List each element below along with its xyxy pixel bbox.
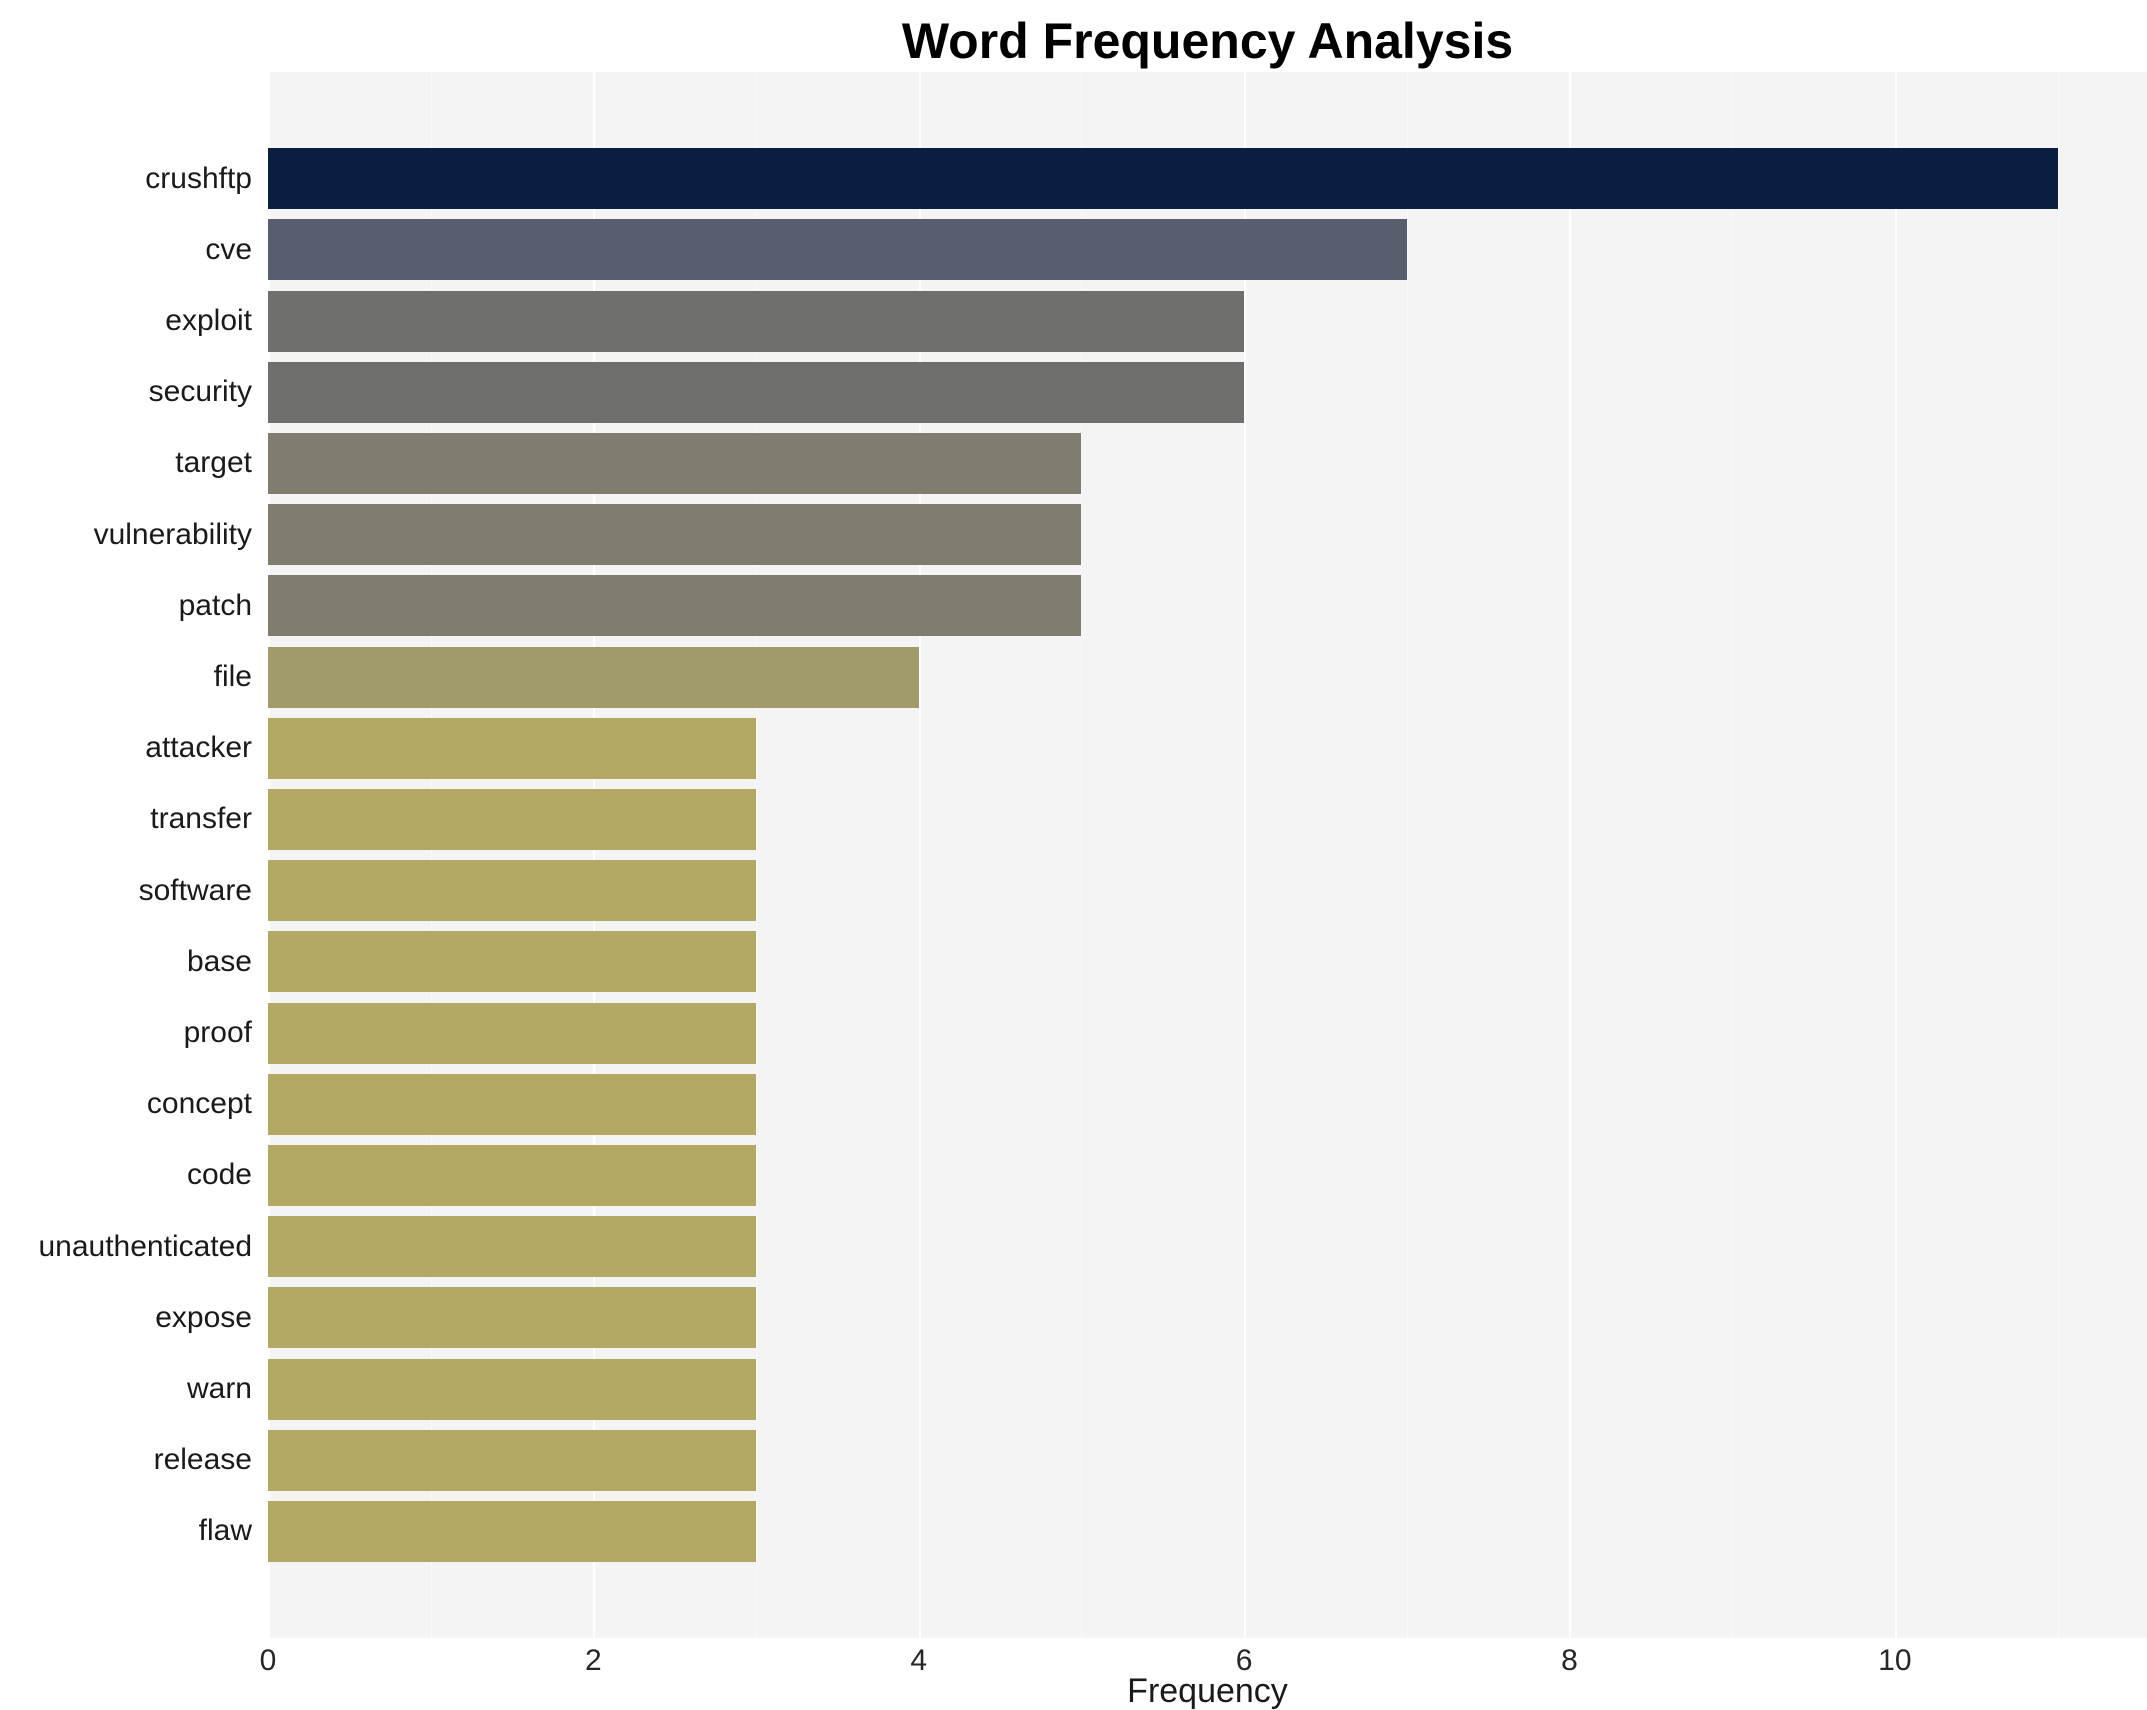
- bar-row: [268, 784, 2147, 855]
- x-tick-label-0: 0: [259, 1644, 277, 1677]
- bar-cve: [268, 219, 1407, 281]
- category-label-attacker: attacker: [145, 731, 252, 765]
- bar-row: [268, 357, 2147, 428]
- bar-row: [268, 1211, 2147, 1282]
- gridline-minor: [1732, 72, 1734, 1638]
- bar-code: [268, 1144, 757, 1206]
- bar-crushftp: [268, 148, 2058, 210]
- bar-proof: [268, 1002, 757, 1064]
- category-label-flaw: flaw: [198, 1514, 252, 1548]
- gridline-major: [1894, 72, 1897, 1638]
- bar-patch: [268, 575, 1082, 637]
- bar-row: [268, 1069, 2147, 1140]
- bar-software: [268, 860, 757, 922]
- gridline-minor: [1081, 72, 1083, 1638]
- bar-warn: [268, 1358, 757, 1420]
- x-tick-label-8: 8: [1561, 1644, 1578, 1677]
- gridline-minor: [756, 72, 758, 1638]
- category-label-software: software: [138, 873, 252, 907]
- bar-release: [268, 1429, 757, 1491]
- bar-row: [268, 285, 2147, 356]
- gridline-major: [1569, 72, 1572, 1638]
- bar-transfer: [268, 788, 757, 850]
- bar-row: [268, 855, 2147, 926]
- bar-row: [268, 1282, 2147, 1353]
- bar-row: [268, 1425, 2147, 1496]
- bar-row: [268, 641, 2147, 712]
- bar-expose: [268, 1287, 757, 1349]
- category-label-concept: concept: [146, 1087, 252, 1121]
- bar-row: [268, 1353, 2147, 1424]
- gridline-major: [593, 72, 596, 1638]
- category-label-base: base: [186, 944, 252, 978]
- bar-vulnerability: [268, 504, 1082, 566]
- category-label-code: code: [186, 1158, 252, 1192]
- bar-row: [268, 997, 2147, 1068]
- bar-security: [268, 361, 1245, 423]
- bar-unauthenticated: [268, 1216, 757, 1278]
- category-label-security: security: [148, 375, 252, 409]
- category-label-file: file: [213, 660, 252, 694]
- bar-rows: [268, 72, 2147, 1638]
- bar-row: [268, 1496, 2147, 1567]
- gridline-major: [268, 72, 270, 1638]
- category-label-vulnerability: vulnerability: [93, 517, 252, 551]
- bar-base: [268, 931, 757, 993]
- category-label-expose: expose: [155, 1300, 252, 1334]
- category-label-exploit: exploit: [165, 304, 252, 337]
- gridline-minor: [1406, 72, 1408, 1638]
- gridline-major: [918, 72, 921, 1638]
- x-tick-label-6: 6: [1235, 1644, 1253, 1677]
- category-label-cve: cve: [205, 232, 252, 266]
- bar-flaw: [268, 1500, 757, 1562]
- bar-row: [268, 926, 2147, 997]
- category-label-unauthenticated: unauthenticated: [38, 1229, 252, 1263]
- bar-row: [268, 1140, 2147, 1211]
- bar-target: [268, 432, 1082, 494]
- category-label-proof: proof: [183, 1016, 252, 1050]
- bar-row: [268, 143, 2147, 214]
- category-label-warn: warn: [186, 1372, 252, 1406]
- gridline-minor: [430, 72, 432, 1638]
- plot-area: [268, 72, 2147, 1638]
- gridline-minor: [2057, 72, 2059, 1638]
- gridline-major: [1244, 72, 1247, 1638]
- bar-row: [268, 570, 2147, 641]
- x-axis-ticks: 0 2 4 6 8 10: [260, 1644, 2147, 1686]
- chart-title: Word Frequency Analysis: [901, 13, 1514, 69]
- x-axis-label: Frequency: [1127, 1672, 1288, 1710]
- bar-attacker: [268, 717, 757, 779]
- x-tick-label-2: 2: [585, 1644, 602, 1677]
- category-labels: crushftp cve exploit security target vulnerab…: [0, 72, 268, 1638]
- category-label-patch: patch: [178, 588, 252, 622]
- x-tick-label-4: 4: [910, 1644, 928, 1677]
- category-label-crushftp: crushftp: [145, 161, 252, 195]
- bar-row: [268, 214, 2147, 285]
- category-label-transfer: transfer: [150, 802, 252, 836]
- bar-exploit: [268, 290, 1245, 352]
- x-tick-label-10: 10: [1878, 1644, 1912, 1677]
- bar-row: [268, 428, 2147, 499]
- bar-concept: [268, 1073, 757, 1135]
- bar-row: [268, 499, 2147, 570]
- gridlines: [268, 72, 2147, 1638]
- category-label-target: target: [175, 446, 252, 480]
- bar-file: [268, 646, 919, 708]
- bar-row: [268, 713, 2147, 784]
- category-label-release: release: [153, 1443, 252, 1477]
